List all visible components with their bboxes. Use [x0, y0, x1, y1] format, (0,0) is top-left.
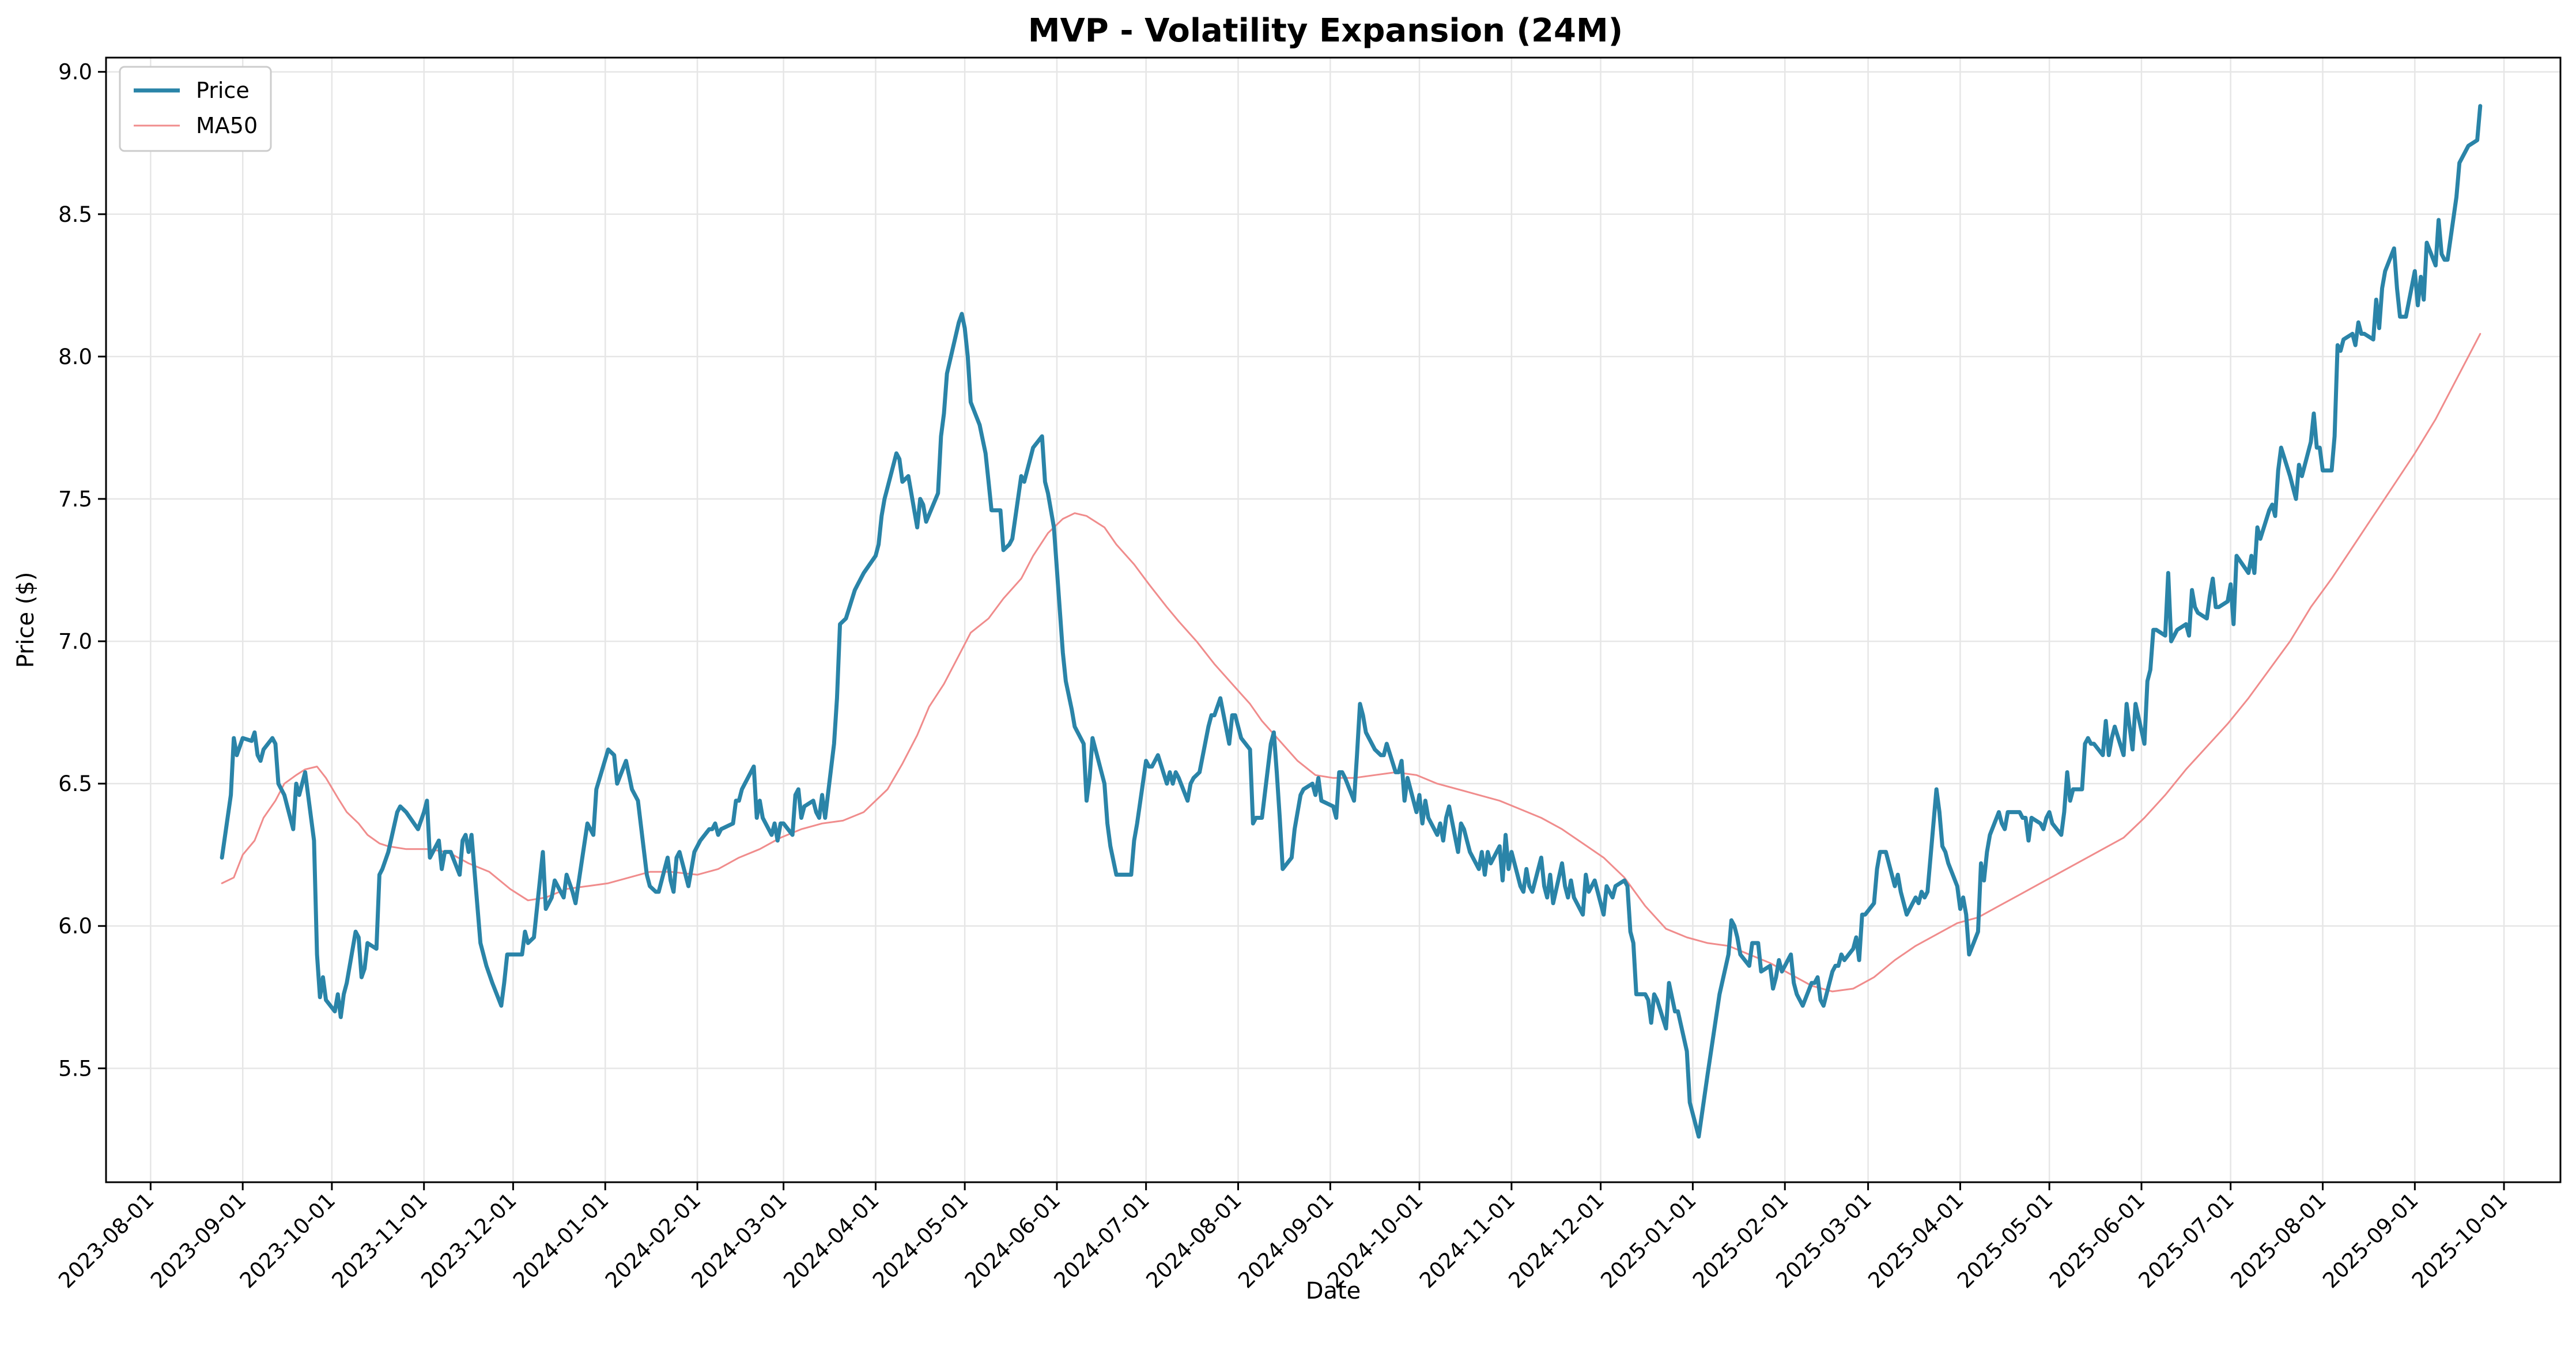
x-tick-label: 2025-08-01: [2226, 1188, 2331, 1293]
x-tick-label: 2024-01-01: [508, 1188, 613, 1293]
chart-title: MVP - Volatility Expansion (24M): [1028, 12, 1623, 50]
plot-area-frame: [105, 56, 2562, 1183]
x-tick-label: 2025-01-01: [1596, 1188, 1701, 1293]
legend-box: [119, 66, 272, 152]
x-tick-label: 2023-08-01: [54, 1188, 158, 1293]
y-tick-label: 8.5: [58, 202, 92, 227]
x-tick-label: 2025-09-01: [2318, 1188, 2423, 1293]
x-tick-label: 2025-04-01: [1863, 1188, 1968, 1293]
y-tick-label: 6.5: [58, 771, 92, 796]
series-layer: [220, 104, 2483, 1139]
y-tick-label: 7.0: [58, 629, 92, 654]
x-tick-label: 2024-11-01: [1415, 1188, 1520, 1293]
x-tick-label: 2023-09-01: [146, 1188, 251, 1293]
x-tick-label: 2025-10-01: [2407, 1188, 2512, 1293]
x-tick-label: 2023-10-01: [235, 1188, 340, 1293]
x-tick-label: 2025-07-01: [2134, 1188, 2239, 1293]
y-tick-label: 5.5: [58, 1056, 92, 1081]
y-tick-label: 9.0: [58, 60, 92, 85]
x-tick-label: 2023-12-01: [416, 1188, 521, 1293]
legend-label-price: Price: [196, 78, 250, 103]
price-series-line: [220, 104, 2483, 1139]
x-tick-label: 2025-06-01: [2045, 1188, 2150, 1293]
x-tick-label: 2023-11-01: [327, 1188, 432, 1293]
y-tick-label: 7.5: [58, 487, 92, 512]
y-tick-label: 8.0: [58, 345, 92, 369]
x-axis-label: Date: [1306, 1278, 1361, 1304]
x-tick-label: 2024-05-01: [868, 1188, 973, 1293]
x-tick-label: 2024-06-01: [960, 1188, 1065, 1293]
x-tick-label: 2024-07-01: [1049, 1188, 1154, 1293]
legend: Price MA50: [119, 66, 272, 152]
x-tick-label: 2024-08-01: [1141, 1188, 1246, 1293]
grid: [106, 58, 2560, 1182]
x-tick-label: 2025-05-01: [1952, 1188, 2057, 1293]
y-tick-label: 6.0: [58, 914, 92, 939]
legend-label-ma50: MA50: [196, 113, 258, 138]
x-tick-label: 2024-04-01: [779, 1188, 883, 1293]
axis-ticks: 2023-08-012023-09-012023-10-012023-11-01…: [54, 60, 2512, 1293]
y-axis-label: Price ($): [13, 572, 39, 668]
ma50-series-line: [221, 332, 2481, 993]
x-tick-label: 2024-12-01: [1504, 1188, 1608, 1293]
